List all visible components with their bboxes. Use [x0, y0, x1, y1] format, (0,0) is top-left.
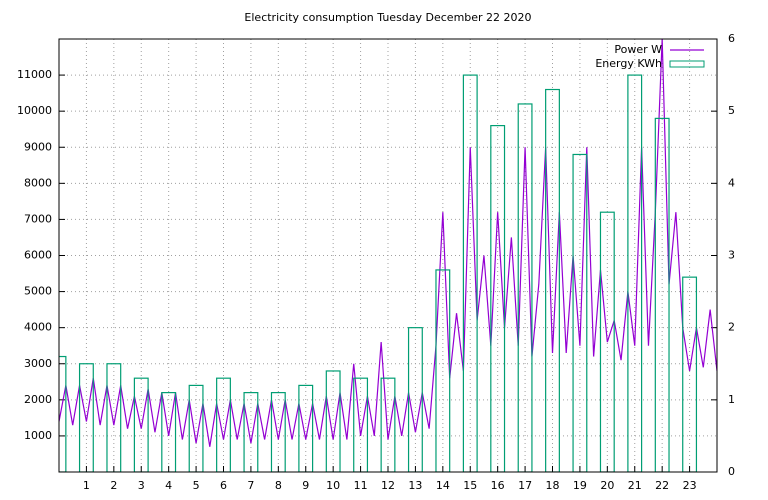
y-tick-label: 2000 [24, 393, 52, 406]
y-tick-label: 3000 [24, 357, 52, 370]
grid [59, 38, 717, 473]
legend-label: Power W [614, 43, 662, 56]
energy-box [545, 88, 560, 472]
x-tick-label: 6 [220, 479, 227, 492]
x-tick-label: 2 [110, 479, 117, 492]
x-tick-label: 17 [518, 479, 532, 492]
x-tick-label: 22 [655, 479, 669, 492]
energy-box [106, 363, 122, 472]
x-tick-label: 8 [275, 479, 282, 492]
y-tick-label: 11000 [17, 68, 52, 81]
energy-box [243, 392, 259, 472]
y-tick-label: 6000 [24, 249, 52, 262]
x-tick-label: 16 [491, 479, 505, 492]
x-tick-label: 18 [546, 479, 560, 492]
y-tick-label: 5000 [24, 285, 52, 298]
x-tick-label: 1 [83, 479, 90, 492]
y2-tick-label: 4 [728, 176, 735, 189]
energy-box [682, 276, 698, 472]
plot-border [58, 38, 718, 473]
y2-tick-label: 0 [728, 465, 735, 478]
energy-box [161, 392, 177, 472]
y-tick-label: 10000 [17, 104, 52, 117]
legend-swatch [669, 60, 705, 68]
energy-box [216, 377, 231, 472]
x-tick-label: 7 [247, 479, 254, 492]
x-tick-label: 10 [326, 479, 340, 492]
y-tick-label: 1000 [24, 429, 52, 442]
energy-box [133, 377, 149, 472]
x-tick-label: 4 [165, 479, 172, 492]
x-tick-label: 14 [436, 479, 450, 492]
energy-box [78, 363, 94, 472]
y-tick-label: 4000 [24, 321, 52, 334]
x-tick-label: 15 [463, 479, 477, 492]
legend-label: Energy KWh [595, 57, 662, 70]
x-tick-label: 19 [573, 479, 587, 492]
y-tick-label: 8000 [24, 176, 52, 189]
y-tick-label: 7000 [24, 212, 52, 225]
y2-tick-label: 1 [728, 393, 735, 406]
y2-tick-label: 6 [728, 32, 735, 45]
energy-box [59, 355, 67, 472]
x-tick-label: 13 [408, 479, 422, 492]
energy-box [325, 370, 341, 472]
x-tick-label: 3 [138, 479, 145, 492]
power-line [59, 39, 717, 447]
y-tick-label: 9000 [24, 140, 52, 153]
energy-box [270, 392, 286, 472]
chart-title: Electricity consumption Tuesday December… [244, 11, 531, 24]
energy-box [353, 377, 369, 472]
y2-tick-label: 5 [728, 104, 735, 117]
x-tick-label: 23 [683, 479, 697, 492]
x-tick-label: 11 [354, 479, 368, 492]
x-tick-label: 5 [193, 479, 200, 492]
y2-tick-label: 2 [728, 321, 735, 334]
x-tick-label: 12 [381, 479, 395, 492]
y2-tick-label: 3 [728, 249, 735, 262]
energy-box [627, 74, 643, 472]
energy-box [380, 377, 396, 472]
labels: 1 2 3 4 5 6 7 8 9 10 11 12 13 14 15 16 17 18 19 20 21 22 23100… [17, 32, 735, 492]
x-tick-label: 9 [302, 479, 309, 492]
x-tick-label: 21 [628, 479, 642, 492]
x-tick-label: 20 [600, 479, 614, 492]
energy-box [654, 117, 670, 472]
